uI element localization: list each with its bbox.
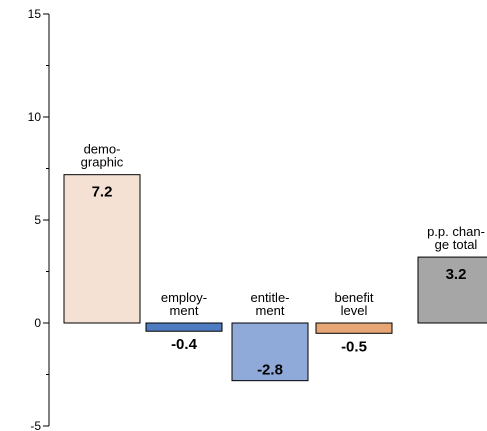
y-tick-label: 10: [28, 110, 42, 124]
category-label-1: employ-: [161, 290, 207, 305]
category-label-0: graphic: [81, 155, 124, 170]
y-tick-label: 0: [34, 316, 41, 330]
category-label-3: benefit: [334, 290, 373, 305]
value-label-1: -0.4: [171, 336, 198, 353]
bar-3: [315, 322, 393, 334]
bar-2: [231, 322, 309, 382]
category-label-2: entitle-: [250, 290, 289, 305]
bar-4: [417, 256, 487, 324]
category-label-4: p.p. chan-: [427, 224, 485, 239]
y-axis: 15 10 5 0 -5: [28, 7, 50, 431]
bar-labels: 7.2 demo-graphic employ-ment -0.4 entitle-me…: [81, 142, 485, 379]
value-label-2: -2.8: [257, 362, 283, 379]
bar-1: [145, 322, 223, 332]
value-label-3: -0.5: [341, 338, 367, 355]
bar-0: [63, 174, 141, 324]
category-label-4: ge total: [435, 237, 478, 252]
value-label-4: 3.2: [446, 266, 467, 283]
y-tick-label: 5: [34, 213, 41, 227]
value-label-0: 7.2: [92, 184, 113, 201]
category-label-2: ment: [256, 303, 285, 318]
y-tick-label: 15: [28, 7, 42, 21]
category-label-0: demo-: [84, 142, 121, 157]
category-label-3: level: [341, 303, 368, 318]
y-tick-label: -5: [30, 419, 41, 431]
category-label-1: ment: [170, 303, 199, 318]
bars: [63, 174, 487, 382]
